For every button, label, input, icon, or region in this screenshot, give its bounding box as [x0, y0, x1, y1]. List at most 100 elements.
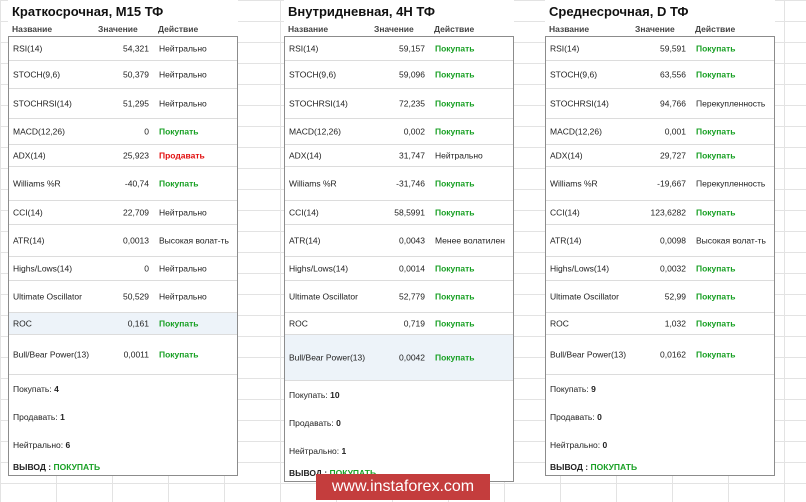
verdict-line: ВЫВОД : ПОКУПАТЬ: [13, 462, 100, 472]
indicator-name: Bull/Bear Power(13): [550, 349, 627, 359]
indicator-action: Покупать: [696, 69, 736, 79]
indicator-value: 0: [144, 126, 149, 136]
indicator-value: -19,667: [657, 178, 686, 188]
buy-count: Покупать: 10: [285, 381, 513, 409]
table-row: RSI(14) 59,591 Покупать: [546, 37, 774, 61]
buy-count: Покупать: 9: [546, 375, 774, 403]
indicator-action: Покупать: [696, 318, 736, 328]
indicator-panel-2: Среднесрочная, D ТФ Название Значение Дейст…: [545, 0, 775, 476]
indicator-value: 29,727: [660, 150, 686, 160]
indicator-action: Продавать: [159, 150, 205, 160]
indicator-name: Ultimate Oscillator: [289, 291, 358, 301]
indicator-value: 22,709: [123, 207, 149, 217]
indicator-table: RSI(14) 59,157 Покупать STOCH(9,6) 59,096 Пок…: [284, 36, 514, 482]
sell-count: Продавать: 0: [546, 403, 774, 431]
indicator-table: RSI(14) 54,321 Нейтрально STOCH(9,6) 50,379 Н…: [8, 36, 238, 476]
table-row: STOCHRSI(14) 51,295 Нейтрально: [9, 89, 237, 119]
indicator-action: Покупать: [435, 291, 475, 301]
sell-count-line: Продавать: 0: [289, 418, 341, 428]
indicator-action: Покупать: [435, 263, 475, 273]
indicator-panel-1: Внутридневная, 4H ТФ Название Значение Дейс…: [284, 0, 514, 482]
sell-count-line: Продавать: 0: [550, 412, 602, 422]
column-action-header: Действие: [158, 24, 199, 34]
indicator-action: Перекупленность: [696, 178, 766, 188]
neutral-count: Нейтрально: 6: [9, 431, 237, 459]
indicator-value: 94,766: [660, 98, 686, 108]
indicator-action: Покупать: [435, 352, 475, 362]
indicator-value: 0,0098: [660, 235, 686, 245]
indicator-name: STOCHRSI(14): [289, 98, 348, 108]
indicator-name: STOCH(9,6): [550, 69, 598, 79]
column-action-header: Действие: [434, 24, 475, 34]
indicator-name: MACD(12,26): [550, 126, 602, 136]
table-row: STOCH(9,6) 59,096 Покупать: [285, 61, 513, 89]
table-row: ADX(14) 29,727 Покупать: [546, 145, 774, 167]
sell-count-value: 0: [597, 412, 602, 422]
indicator-value: 0,161: [127, 318, 149, 328]
table-row: ADX(14) 25,923 Продавать: [9, 145, 237, 167]
neutral-count-line: Нейтрально: 1: [289, 446, 346, 456]
indicator-name: Highs/Lows(14): [550, 263, 610, 273]
indicator-value: 50,379: [123, 69, 149, 79]
buy-count-label: Покупать:: [550, 384, 589, 394]
indicator-value: 0,0162: [660, 349, 686, 359]
indicator-value: 0,002: [403, 126, 425, 136]
buy-count-label: Покупать:: [13, 384, 52, 394]
buy-count-label: Покупать:: [289, 390, 328, 400]
indicator-name: ROC: [550, 318, 569, 328]
indicator-value: 0,0042: [399, 352, 425, 362]
neutral-count-value: 0: [602, 440, 608, 450]
neutral-count-line: Нейтрально: 6: [13, 440, 70, 450]
indicator-action: Покупать: [435, 318, 475, 328]
table-row: Ultimate Oscillator 50,529 Нейтрально: [9, 281, 237, 313]
neutral-count-value: 1: [341, 446, 347, 456]
table-row: STOCH(9,6) 50,379 Нейтрально: [9, 61, 237, 89]
table-row: ROC 0,719 Покупать: [285, 313, 513, 335]
indicator-action: Нейтрально: [159, 43, 207, 53]
indicator-action: Менее волатилен: [435, 235, 505, 245]
neutral-count: Нейтрально: 0: [546, 431, 774, 459]
table-row: ROC 1,032 Покупать: [546, 313, 774, 335]
column-action-header: Действие: [695, 24, 736, 34]
indicator-name: RSI(14): [550, 43, 580, 53]
indicator-value: 52,779: [399, 291, 425, 301]
table-row: CCI(14) 123,6282 Покупать: [546, 201, 774, 225]
indicator-action: Нейтрально: [159, 291, 207, 301]
table-row: ATR(14) 0,0098 Высокая волат-ть: [546, 225, 774, 257]
column-header: Название Значение Действие: [545, 22, 775, 36]
panel-title: Краткосрочная, M15 ТФ: [8, 0, 238, 22]
indicator-name: ADX(14): [13, 150, 46, 160]
sell-count: Продавать: 0: [285, 409, 513, 437]
indicator-name: ROC: [289, 318, 308, 328]
table-row: ATR(14) 0,0013 Высокая волат-ть: [9, 225, 237, 257]
table-row: MACD(12,26) 0 Покупать: [9, 119, 237, 145]
indicator-table: RSI(14) 59,591 Покупать STOCH(9,6) 63,556 Пок…: [545, 36, 775, 476]
indicator-name: ROC: [13, 318, 32, 328]
buy-count-value: 9: [591, 384, 596, 394]
indicator-name: STOCHRSI(14): [550, 98, 609, 108]
indicator-value: 0,0011: [123, 349, 149, 359]
column-name-header: Название: [549, 24, 590, 34]
indicator-value: 0,0013: [123, 235, 149, 245]
indicator-name: RSI(14): [13, 43, 43, 53]
neutral-count-line: Нейтрально: 0: [550, 440, 607, 450]
indicator-name: Highs/Lows(14): [289, 263, 349, 273]
indicator-name: Bull/Bear Power(13): [289, 352, 366, 362]
table-row: Highs/Lows(14) 0,0032 Покупать: [546, 257, 774, 281]
indicator-name: ATR(14): [13, 235, 45, 245]
column-value-header: Значение: [635, 24, 675, 34]
table-row: Highs/Lows(14) 0,0014 Покупать: [285, 257, 513, 281]
indicator-action: Нейтрально: [159, 207, 207, 217]
table-row: CCI(14) 58,5991 Покупать: [285, 201, 513, 225]
column-header: Название Значение Действие: [8, 22, 238, 36]
indicator-name: Bull/Bear Power(13): [13, 349, 90, 359]
table-row: Williams %R -40,74 Покупать: [9, 167, 237, 201]
indicator-value: 58,5991: [394, 207, 425, 217]
indicator-value: 59,096: [399, 69, 425, 79]
indicator-value: 0,001: [664, 126, 686, 136]
table-row: Bull/Bear Power(13) 0,0011 Покупать: [9, 335, 237, 375]
indicator-action: Покупать: [435, 43, 475, 53]
indicator-action: Покупать: [696, 150, 736, 160]
indicator-value: 59,591: [660, 43, 686, 53]
indicator-name: RSI(14): [289, 43, 319, 53]
